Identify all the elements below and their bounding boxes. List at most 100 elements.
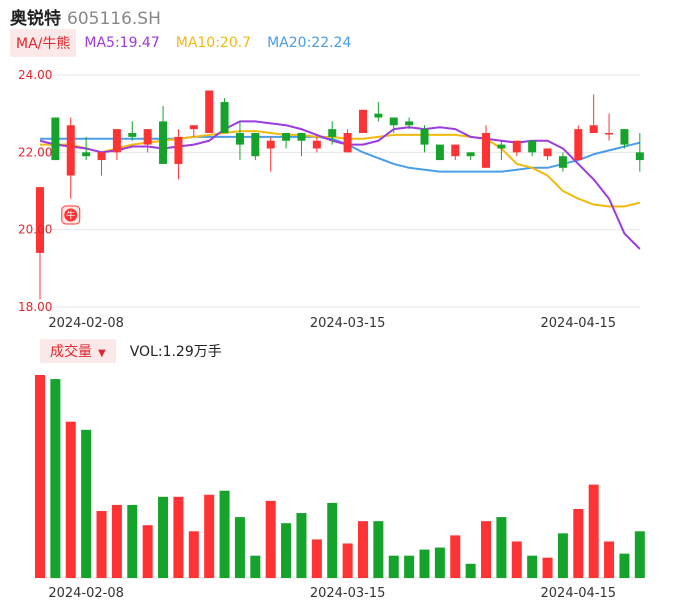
volume-bar xyxy=(357,521,368,578)
volume-bar xyxy=(142,525,153,578)
candle-body xyxy=(82,152,91,157)
volume-bar xyxy=(511,541,522,578)
volume-bar xyxy=(96,511,107,578)
volume-bar xyxy=(219,490,230,578)
ma-legend: MA/牛熊 MA5:19.47 MA10:20.7 MA20:22.24 xyxy=(10,29,352,57)
candle-body xyxy=(620,129,629,145)
volume-bar xyxy=(327,502,338,578)
candle-body xyxy=(605,133,614,135)
volume-bar xyxy=(81,429,92,578)
y-tick-label: 18.00 xyxy=(18,300,52,314)
candle-body xyxy=(36,187,44,253)
candle-body xyxy=(266,140,275,149)
volume-bar xyxy=(542,557,553,578)
y-tick-label: 20.00 xyxy=(18,223,52,237)
volume-legend: 成交量 ▼ VOL:1.29万手 xyxy=(40,339,222,363)
volume-bar xyxy=(481,521,492,578)
candle-body xyxy=(251,133,260,157)
volume-x-tick-label: 2024-02-08 xyxy=(48,586,124,601)
volume-bar xyxy=(419,549,430,578)
stock-code: 605116.SH xyxy=(67,9,161,29)
stock-title: 奥锐特 605116.SH xyxy=(10,4,161,29)
candle-body xyxy=(482,133,491,168)
candle-body xyxy=(97,152,106,161)
candle-body xyxy=(112,129,121,153)
candle-body xyxy=(405,121,414,126)
candle-body xyxy=(205,90,214,133)
volume-bar xyxy=(65,421,76,578)
volume-bar xyxy=(496,517,507,578)
volume-bar xyxy=(158,496,169,578)
candle-body xyxy=(358,109,367,133)
candle-body xyxy=(220,102,229,133)
volume-bar xyxy=(188,531,199,578)
candle-body xyxy=(451,144,460,157)
candle-body xyxy=(528,140,537,153)
x-tick-label: 2024-03-15 xyxy=(310,316,386,331)
volume-bar xyxy=(311,539,322,578)
volume-x-tick-label: 2024-03-15 xyxy=(310,586,386,601)
ma-bull-bear-tab[interactable]: MA/牛熊 xyxy=(10,29,77,57)
volume-bar xyxy=(281,523,292,578)
candle-body xyxy=(574,129,583,161)
ma5-line xyxy=(39,120,641,250)
volume-bar xyxy=(173,496,184,578)
volume-bar xyxy=(50,379,61,578)
candle-body xyxy=(282,133,291,141)
candle-body xyxy=(189,125,198,130)
volume-bar xyxy=(465,563,476,578)
volume-bar xyxy=(342,543,353,578)
ma5-label: MA5:19.47 xyxy=(84,35,160,51)
candle-body xyxy=(343,133,352,153)
stock-name: 奥锐特 xyxy=(10,9,61,29)
y-tick-label: 24.00 xyxy=(18,68,52,82)
candle-body xyxy=(174,136,183,164)
ma20-label: MA20:22.24 xyxy=(267,35,352,51)
candle-body xyxy=(159,121,168,164)
dropdown-arrow-icon: ▼ xyxy=(98,348,106,359)
candle-body xyxy=(51,117,60,161)
candle-body xyxy=(389,117,398,126)
volume-bar xyxy=(557,533,568,578)
candle-body xyxy=(635,152,644,161)
volume-bar xyxy=(527,555,538,578)
candle-body xyxy=(435,144,444,161)
candle-body xyxy=(497,144,506,149)
candle-body xyxy=(543,148,552,157)
candle-body xyxy=(312,140,321,149)
volume-bar xyxy=(404,555,415,578)
volume-bar xyxy=(588,484,599,578)
volume-bar xyxy=(434,547,445,578)
candle-body xyxy=(143,129,152,145)
bull-badge-icon xyxy=(64,208,78,222)
candle-body xyxy=(328,129,337,137)
bull-badge-label: 牛 xyxy=(66,210,75,222)
volume-bar xyxy=(450,535,461,578)
candle-body xyxy=(466,152,475,157)
candle-body xyxy=(512,140,521,153)
candle-body xyxy=(66,125,75,176)
candle-body xyxy=(420,129,429,145)
volume-bar xyxy=(127,504,138,578)
volume-bar xyxy=(604,541,615,578)
x-tick-label: 2024-02-08 xyxy=(48,316,124,331)
volume-bar xyxy=(388,555,399,578)
volume-indicator-dropdown[interactable]: 成交量 ▼ xyxy=(40,339,116,363)
volume-bar xyxy=(111,504,122,578)
volume-bar xyxy=(265,500,276,578)
volume-value: VOL:1.29万手 xyxy=(129,344,222,360)
volume-bar xyxy=(573,508,584,578)
volume-bar xyxy=(373,521,384,578)
candle-body xyxy=(558,156,567,168)
y-tick-label: 22.00 xyxy=(18,145,52,159)
volume-x-tick-label: 2024-04-15 xyxy=(541,586,617,601)
candle-body xyxy=(128,133,137,137)
volume-bar xyxy=(234,517,245,578)
volume-bar xyxy=(296,513,307,578)
x-tick-label: 2024-04-15 xyxy=(541,316,617,331)
volume-bar xyxy=(619,553,630,578)
candle-body xyxy=(589,125,598,133)
ma10-label: MA10:20.7 xyxy=(175,35,252,51)
candle-body xyxy=(297,133,306,141)
